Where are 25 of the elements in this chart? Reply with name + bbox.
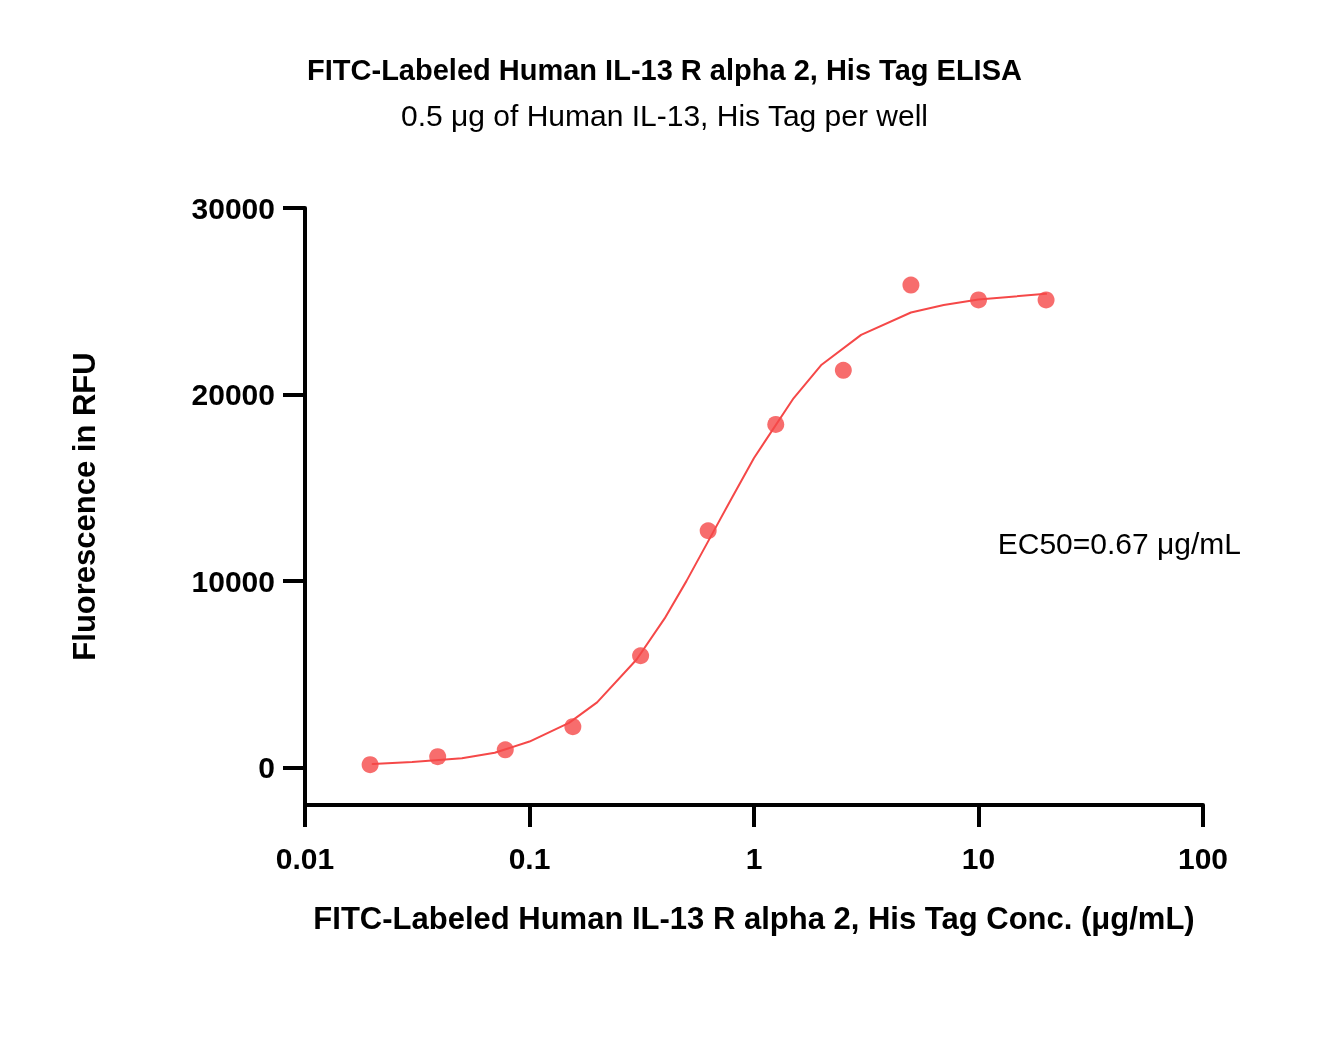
point <box>632 647 650 665</box>
x-tick-label: 1 <box>745 841 763 875</box>
point <box>1037 291 1055 309</box>
point <box>902 276 920 294</box>
chart-title: FITC-Labeled Human IL-13 R alpha 2, His Tag ELISA <box>307 53 1023 86</box>
y-axis-title: Fluorescence in RFU <box>67 352 102 661</box>
annotation: EC50=0.67 μg/mL <box>997 526 1242 560</box>
y-tick-label: 0 <box>258 751 275 785</box>
point <box>970 291 987 309</box>
point <box>564 718 582 736</box>
chart-subtitle: 0.5 μg of Human IL-13, His Tag per well <box>401 98 928 132</box>
x-tick-label: 100 <box>1177 841 1229 875</box>
y-tick-label: 30000 <box>191 191 275 225</box>
point <box>767 415 785 433</box>
point <box>834 361 852 379</box>
point <box>699 522 717 540</box>
x-axis-title: FITC-Labeled Human IL-13 R alpha 2, His Tag Conc. (μg/mL) <box>313 901 1195 936</box>
y-tick-label: 20000 <box>191 378 275 412</box>
x-tick-label: 0.1 <box>508 841 551 875</box>
point <box>496 741 514 759</box>
x-tick-label: 10 <box>961 841 996 875</box>
y-tick-label: 10000 <box>191 564 275 598</box>
x-tick-label: 0.01 <box>275 841 335 875</box>
point <box>429 748 447 766</box>
point <box>361 756 379 774</box>
